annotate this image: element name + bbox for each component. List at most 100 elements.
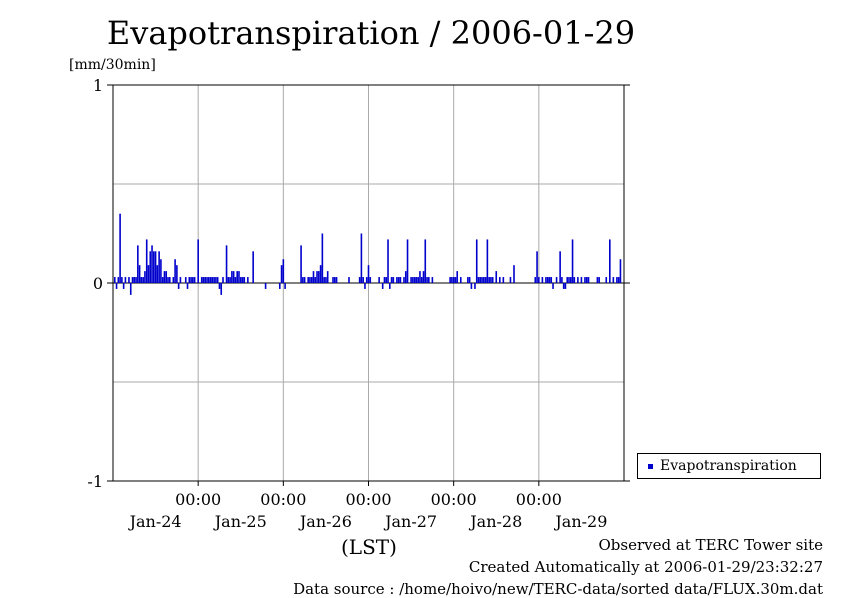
x-axis-label: (LST) xyxy=(341,535,397,559)
y-tick-label: 1 xyxy=(93,76,103,95)
bar xyxy=(397,277,400,283)
bar xyxy=(133,277,136,283)
bar xyxy=(208,277,210,283)
bar xyxy=(417,277,419,283)
bar xyxy=(321,233,324,283)
bar xyxy=(426,277,428,283)
bar xyxy=(381,283,384,289)
bar xyxy=(218,283,221,289)
bar xyxy=(555,277,558,283)
bar xyxy=(566,277,569,283)
bar xyxy=(491,277,494,283)
bar xyxy=(238,271,240,283)
bar xyxy=(490,277,492,283)
bar xyxy=(486,239,489,283)
bar xyxy=(390,277,393,283)
bar xyxy=(369,277,372,283)
bar xyxy=(360,233,363,283)
y-axis-unit-label: [mm/30min] xyxy=(69,57,156,73)
bar xyxy=(145,239,148,283)
x-tick-label: 00:00 xyxy=(431,490,477,509)
bar xyxy=(307,277,309,283)
bar xyxy=(151,245,153,283)
bar xyxy=(474,283,476,289)
bar xyxy=(333,277,336,283)
bar xyxy=(149,251,152,283)
bar xyxy=(596,277,599,283)
bar xyxy=(280,265,283,283)
bar xyxy=(115,283,118,289)
bar xyxy=(387,239,389,283)
bar xyxy=(475,239,478,283)
bar xyxy=(488,277,490,283)
bar xyxy=(190,277,192,283)
bar xyxy=(573,277,576,283)
bar xyxy=(452,277,455,283)
bar xyxy=(534,277,537,283)
bar xyxy=(569,277,572,283)
bar xyxy=(215,277,217,283)
bar xyxy=(609,239,611,283)
bar xyxy=(225,245,228,283)
bar xyxy=(585,277,588,283)
bar xyxy=(131,277,134,283)
bar xyxy=(140,277,143,283)
bar xyxy=(348,277,350,283)
bar xyxy=(158,251,160,283)
bar xyxy=(316,271,318,283)
x-tick-label: 00:00 xyxy=(175,490,221,509)
legend: Evapotranspiration xyxy=(637,453,821,479)
bar xyxy=(168,277,171,283)
bar xyxy=(172,277,175,283)
bar xyxy=(284,283,286,289)
bar xyxy=(415,277,418,283)
bar xyxy=(211,277,214,283)
bar xyxy=(484,277,487,283)
bar xyxy=(310,277,313,283)
bar xyxy=(404,271,407,283)
bar xyxy=(477,277,480,283)
bar xyxy=(550,277,553,283)
bar xyxy=(193,277,196,283)
bar xyxy=(204,277,207,283)
bar xyxy=(309,277,311,283)
bar xyxy=(406,239,409,283)
bar-series xyxy=(113,213,622,295)
bar xyxy=(232,271,235,283)
bar xyxy=(161,277,164,283)
bar xyxy=(584,277,586,283)
bar xyxy=(117,277,120,283)
bar xyxy=(220,283,223,295)
x-date-label: Jan-24 xyxy=(128,512,182,531)
bar xyxy=(536,251,538,283)
bar xyxy=(459,277,462,283)
bar xyxy=(495,271,498,283)
bar xyxy=(186,283,189,289)
bar xyxy=(209,277,212,283)
bar xyxy=(419,271,421,283)
bar xyxy=(619,259,622,283)
y-tick-label: -1 xyxy=(87,472,103,491)
bar xyxy=(312,271,315,283)
bar xyxy=(213,277,215,283)
bar xyxy=(318,271,320,283)
bar xyxy=(314,277,317,283)
bar xyxy=(160,259,162,283)
bar xyxy=(138,265,141,283)
bar xyxy=(367,265,370,283)
bar xyxy=(449,277,451,283)
x-tick-label: 00:00 xyxy=(345,490,391,509)
bar xyxy=(239,277,242,283)
bar xyxy=(184,277,187,283)
bar xyxy=(163,271,166,283)
bar xyxy=(412,277,414,283)
bar xyxy=(564,283,567,289)
bar xyxy=(385,277,388,283)
x-date-label: Jan-25 xyxy=(213,512,267,531)
bar xyxy=(335,277,338,283)
bar xyxy=(612,277,615,283)
bar xyxy=(325,277,327,283)
bar xyxy=(165,271,168,283)
bar xyxy=(326,271,329,283)
bar xyxy=(323,277,325,283)
